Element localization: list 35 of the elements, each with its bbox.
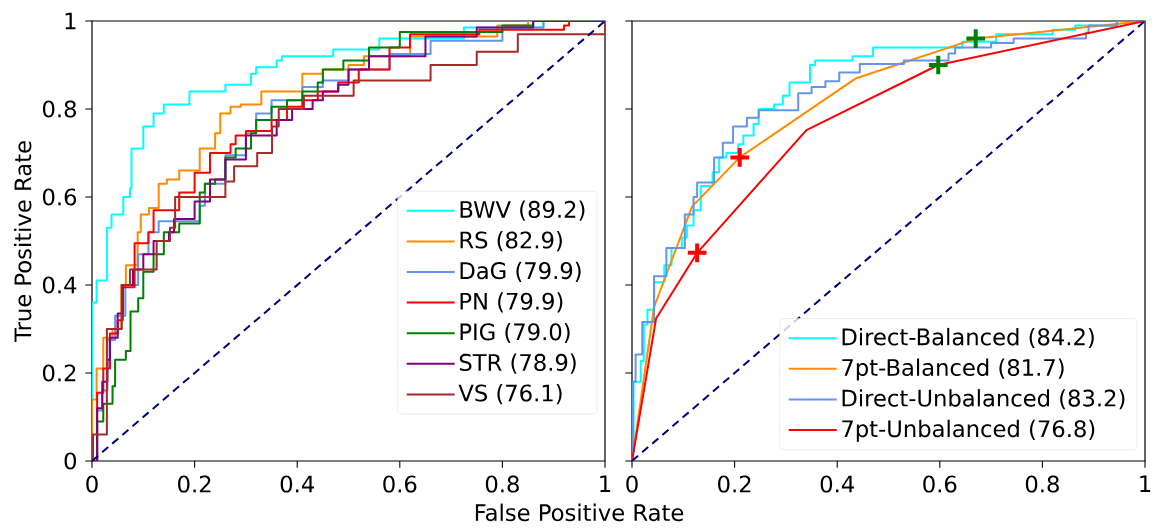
legend-label: BWV (89.2) [460, 200, 585, 221]
legend-label: STR (78.9) [459, 353, 576, 374]
legend-label: 7pt-Balanced (81.7) [842, 358, 1064, 381]
legend-label: Direct-Balanced (84.2) [842, 327, 1094, 349]
x-tick-label: 0.2 [178, 475, 211, 493]
legend-label: VS (76.1) [458, 384, 562, 405]
x-tick-label: 0 [86, 475, 98, 493]
y-tick-label: 0.2 [42, 364, 76, 382]
y-tick-label: 0 [64, 452, 77, 470]
y-tick-label: 0.6 [42, 188, 77, 206]
legend-label: DaG (79.9) [460, 261, 581, 282]
x-tick-label: 0.4 [280, 475, 314, 493]
legend-label: PIG (79.0) [460, 322, 570, 344]
x-tick-label: 0.8 [1025, 475, 1059, 493]
point [685, 241, 709, 265]
y-tick-label: 0.8 [42, 100, 76, 118]
legend-label: PN (79.9) [460, 292, 563, 313]
x-tick-label: 1 [1140, 475, 1151, 492]
y-axis-title: True Positive Rate [13, 141, 32, 342]
x-tick-label: 1 [600, 475, 611, 492]
y-tick-label: 0.4 [42, 276, 77, 294]
x-axis-title: False Positive Rate [475, 503, 684, 522]
legend-label: 7pt-Unbalanced (76.8) [842, 419, 1095, 442]
x-tick-label: 0 [626, 475, 638, 493]
y-tick-label: 1 [65, 12, 76, 30]
point [728, 146, 752, 169]
x-tick-label: 0.4 [820, 475, 854, 493]
x-tick-label: 0.6 [923, 475, 957, 493]
x-tick-label: 0.8 [485, 475, 519, 493]
point [964, 27, 988, 50]
legend-label: RS (82.9) [460, 231, 562, 252]
x-tick-label: 0.2 [718, 475, 751, 493]
point [926, 53, 950, 77]
legend-label: Direct-Unbalanced (83.2) [842, 389, 1125, 410]
x-tick-label: 0.6 [383, 475, 417, 493]
